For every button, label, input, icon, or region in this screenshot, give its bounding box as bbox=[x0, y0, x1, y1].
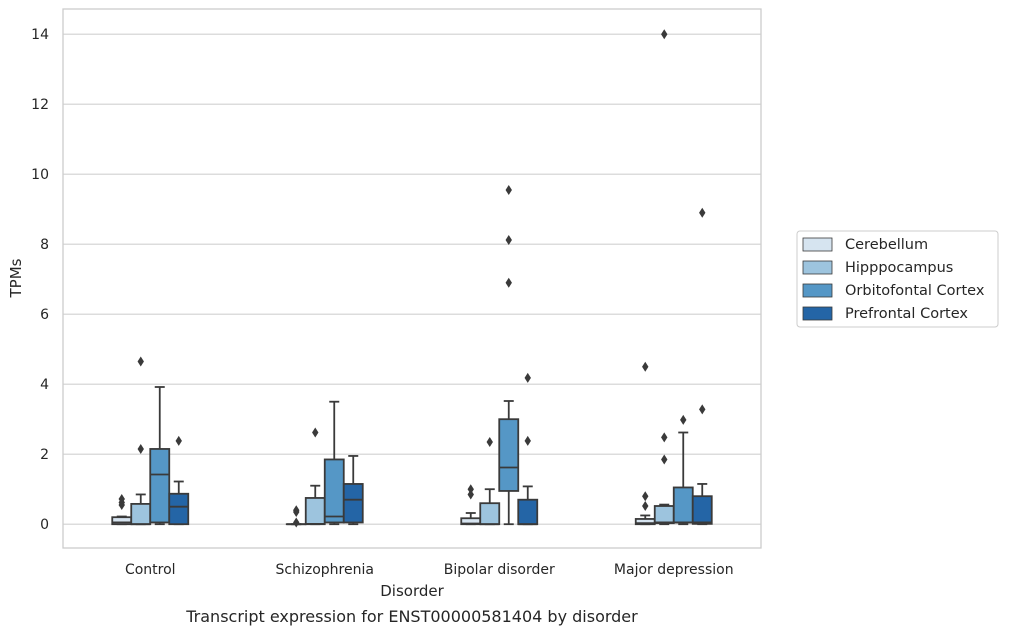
box-2-1 bbox=[479, 436, 501, 526]
outlier-point bbox=[642, 501, 649, 511]
outlier-point bbox=[505, 184, 512, 195]
outlier-point bbox=[137, 356, 144, 367]
outlier-point bbox=[661, 454, 668, 465]
box-1-2 bbox=[323, 400, 345, 526]
box-group-0 bbox=[111, 356, 190, 526]
box-group-1 bbox=[285, 400, 364, 528]
box-1-3 bbox=[342, 455, 364, 526]
y-tick-label: 8 bbox=[40, 237, 49, 253]
plot-area-frame bbox=[62, 8, 762, 549]
box-0-0 bbox=[111, 494, 133, 526]
box-3-3 bbox=[691, 207, 713, 526]
outlier-point bbox=[118, 494, 125, 504]
legend-label: Orbitofontal Cortex bbox=[845, 283, 985, 299]
legend: Cerebellum Hipppocampus Orbitofontal Corte… bbox=[796, 230, 999, 328]
legend-label: Cerebellum bbox=[845, 237, 928, 253]
chart-caption: Transcript expression for ENST0000058140… bbox=[185, 607, 638, 626]
box-1-0 bbox=[285, 505, 307, 528]
box-3-0 bbox=[634, 361, 656, 526]
outlier-point bbox=[661, 29, 668, 40]
y-tick-label: 2 bbox=[40, 447, 49, 463]
x-tick-label: Schizophrenia bbox=[276, 562, 374, 578]
box-0-2 bbox=[149, 386, 171, 526]
outlier-point bbox=[661, 432, 668, 443]
box-rect bbox=[168, 492, 190, 526]
box-rect bbox=[479, 502, 501, 526]
outlier-point bbox=[699, 207, 706, 218]
box-rect bbox=[517, 498, 539, 526]
box-rect bbox=[130, 502, 152, 526]
box-0-1 bbox=[130, 356, 152, 526]
box-groups bbox=[111, 29, 713, 528]
y-tick-label: 6 bbox=[40, 307, 49, 323]
box-2-3 bbox=[517, 372, 539, 526]
outlier-point bbox=[467, 484, 474, 495]
outlier-point bbox=[293, 505, 300, 516]
box-2-2 bbox=[498, 184, 520, 526]
box-0-3 bbox=[168, 435, 190, 526]
legend-frame bbox=[796, 230, 999, 328]
box-rect bbox=[304, 497, 326, 526]
box-1-1 bbox=[304, 427, 326, 526]
outlier-point bbox=[293, 517, 300, 528]
legend-swatch bbox=[802, 306, 833, 321]
box-2-0 bbox=[460, 484, 482, 526]
legend-swatch bbox=[802, 237, 833, 252]
y-tick-label: 12 bbox=[31, 97, 49, 113]
outlier-point bbox=[505, 235, 512, 245]
box-rect bbox=[323, 458, 345, 524]
y-tick-label: 0 bbox=[40, 517, 49, 533]
legend-swatch bbox=[802, 283, 833, 298]
x-tick-label: Control bbox=[125, 562, 176, 578]
box-rect bbox=[653, 505, 675, 525]
grid-lines bbox=[63, 33, 761, 525]
outlier-point bbox=[642, 361, 649, 372]
outlier-point bbox=[505, 277, 512, 288]
outlier-point bbox=[642, 491, 649, 502]
outlier-point bbox=[680, 414, 687, 425]
x-tick-label: Bipolar disorder bbox=[444, 562, 555, 578]
y-axis-label: TPMs bbox=[7, 258, 25, 298]
y-axis-ticks: 0 2 4 6 8 10 12 14 bbox=[31, 27, 49, 533]
outlier-point bbox=[137, 443, 144, 454]
box-3-2 bbox=[672, 414, 694, 526]
box-rect bbox=[149, 448, 171, 524]
x-axis-ticks: Control Schizophrenia Bipolar disorder Majo… bbox=[125, 562, 734, 578]
x-tick-label: Major depression bbox=[614, 562, 734, 578]
legend-label: Hipppocampus bbox=[845, 260, 953, 276]
y-tick-label: 10 bbox=[31, 167, 49, 183]
outlier-point bbox=[524, 372, 531, 383]
box-rect bbox=[672, 486, 694, 524]
box-rect bbox=[342, 483, 364, 524]
y-tick-label: 4 bbox=[40, 377, 49, 393]
x-axis-label: Disorder bbox=[380, 582, 444, 600]
box-group-2 bbox=[460, 184, 539, 526]
box-3-1 bbox=[653, 29, 675, 526]
box-rect bbox=[691, 495, 713, 525]
outlier-point bbox=[467, 489, 474, 500]
box-group-3 bbox=[634, 29, 713, 526]
box-rect bbox=[498, 418, 520, 492]
outlier-point bbox=[699, 404, 706, 415]
outlier-point bbox=[486, 436, 493, 447]
legend-label: Prefrontal Cortex bbox=[845, 306, 968, 322]
outlier-point bbox=[175, 435, 182, 446]
outlier-point bbox=[312, 427, 319, 438]
outlier-point bbox=[524, 435, 531, 446]
y-tick-label: 14 bbox=[31, 27, 49, 43]
legend-swatch bbox=[802, 260, 833, 275]
